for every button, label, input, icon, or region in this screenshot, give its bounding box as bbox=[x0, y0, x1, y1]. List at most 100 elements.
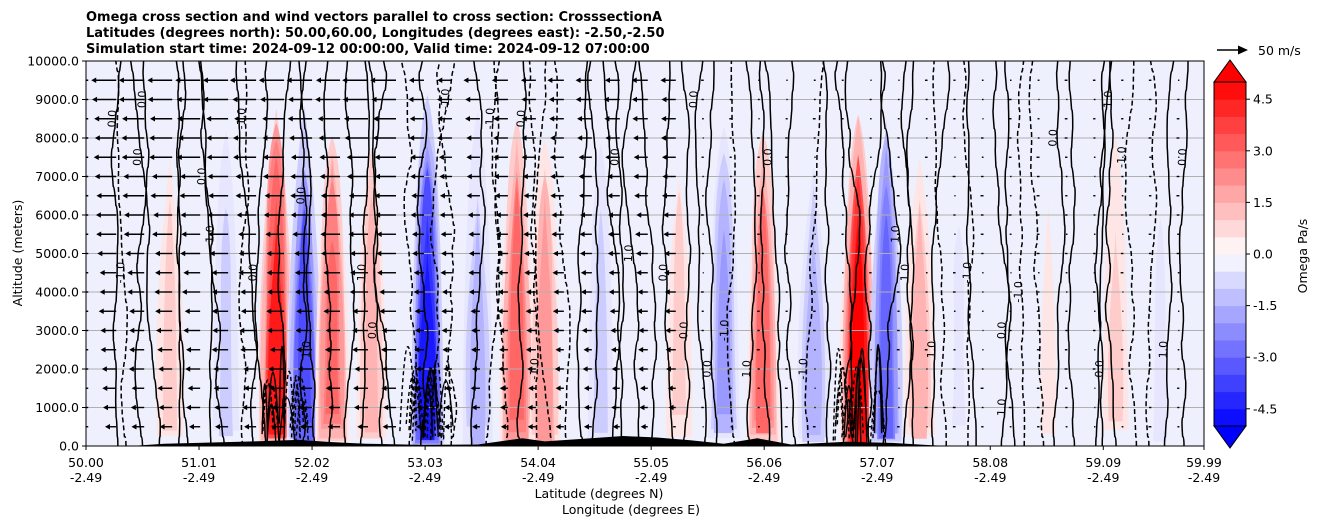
wind-vector-head bbox=[607, 250, 613, 257]
wind-vector-head bbox=[234, 115, 240, 122]
wind-vector-head bbox=[239, 327, 245, 334]
wind-vector-head bbox=[175, 77, 181, 84]
wind-vector-head bbox=[466, 173, 472, 180]
wind-vector-head bbox=[524, 250, 530, 257]
colorbar-tick-label: -4.5 bbox=[1253, 401, 1277, 416]
wind-vector-head bbox=[524, 269, 530, 276]
wind-vector-head bbox=[238, 269, 244, 276]
contour-label: 0.0 bbox=[687, 90, 701, 108]
wind-vector-head bbox=[436, 135, 442, 141]
contour-line bbox=[278, 397, 296, 442]
wind-vector-head bbox=[371, 96, 377, 103]
wind-vector-head bbox=[131, 423, 137, 430]
wind-vector-head bbox=[584, 404, 590, 411]
wind-vector-head bbox=[317, 115, 323, 122]
x-tick-label-lat: 52.02 bbox=[294, 455, 330, 470]
omega-band bbox=[911, 189, 928, 439]
colorbar-segment bbox=[1214, 254, 1246, 272]
wind-vector-head bbox=[240, 289, 246, 295]
colorbar-segment bbox=[1214, 357, 1246, 375]
wind-vector-head bbox=[91, 77, 97, 84]
wind-vector-head bbox=[214, 404, 220, 411]
wind-vector-head bbox=[211, 346, 217, 353]
contour-line bbox=[832, 347, 845, 441]
wind-vector-head bbox=[127, 269, 133, 276]
wind-vector-head bbox=[472, 423, 478, 430]
wind-vector-head bbox=[491, 77, 497, 84]
contour-line bbox=[745, 61, 758, 446]
contour-line bbox=[1095, 61, 1106, 446]
x-tick-label-lon: -2.49 bbox=[409, 470, 441, 485]
y-tick-label: 6000.0 bbox=[35, 208, 79, 223]
contour-label: -1.0 bbox=[1115, 146, 1129, 168]
wind-vector-head bbox=[156, 327, 162, 334]
wind-vector-head bbox=[287, 115, 293, 122]
wind-vector-head bbox=[124, 212, 130, 218]
y-tick-label: 1000.0 bbox=[35, 400, 79, 415]
wind-vector-head bbox=[178, 135, 184, 141]
wind-vector-head bbox=[315, 77, 321, 84]
x-tick-label-lon: -2.49 bbox=[522, 470, 554, 485]
wind-vector-head bbox=[413, 269, 419, 276]
wind-vector-head bbox=[414, 327, 420, 334]
wind-vector-head bbox=[499, 327, 505, 334]
wind-vector-head bbox=[413, 289, 419, 295]
wind-vector-head bbox=[609, 308, 615, 315]
contour-line bbox=[175, 61, 189, 446]
wind-vector-head bbox=[267, 327, 273, 334]
wind-vector-head bbox=[633, 135, 639, 141]
colorbar-segment bbox=[1214, 374, 1246, 393]
contour-line bbox=[278, 345, 286, 424]
wind-vector-head bbox=[665, 327, 671, 334]
wind-vector-head bbox=[70, 270, 75, 276]
wind-vector-head bbox=[346, 173, 352, 180]
contour-line bbox=[869, 389, 887, 444]
wind-vector-head bbox=[372, 135, 378, 141]
contour-label: 0.0 bbox=[1093, 360, 1107, 378]
wind-vector-head bbox=[159, 423, 165, 430]
wind-vector-head bbox=[471, 404, 477, 411]
wind-vector-head bbox=[555, 346, 561, 353]
wind-vector-head bbox=[493, 173, 499, 180]
wind-vector-head bbox=[183, 269, 189, 276]
contour-line bbox=[836, 367, 850, 425]
wind-vector-head bbox=[372, 115, 378, 122]
wind-vector-head bbox=[525, 346, 531, 353]
colorbar-segment bbox=[1214, 150, 1246, 169]
wind-vector-head bbox=[65, 116, 70, 122]
wind-vector-head bbox=[346, 154, 352, 161]
wind-vector-head bbox=[290, 154, 296, 161]
contour-label: -1.0 bbox=[717, 319, 731, 341]
wind-vector-head bbox=[286, 77, 292, 84]
contour-label: 0.0 bbox=[995, 321, 1009, 339]
wind-vector-head bbox=[295, 327, 301, 334]
wind-vector-head bbox=[523, 212, 529, 218]
wind-vector-head bbox=[152, 231, 158, 238]
wind-vector-head bbox=[612, 423, 618, 430]
contour-line bbox=[424, 368, 441, 438]
wind-vector-head bbox=[350, 250, 356, 257]
quiver-key-label: 50 m/s bbox=[1258, 43, 1301, 58]
wind-vector-head bbox=[409, 135, 415, 141]
contour-line bbox=[694, 61, 707, 446]
wind-vector-head bbox=[118, 77, 124, 84]
colorbar-segment bbox=[1214, 340, 1246, 358]
wind-vector-head bbox=[147, 77, 153, 84]
contour-label: 1.0 bbox=[898, 264, 912, 282]
wind-vector-head bbox=[660, 77, 666, 84]
contour-label: 0.0 bbox=[677, 321, 691, 339]
wind-vector-head bbox=[410, 173, 416, 180]
colorbar-extend-min bbox=[1213, 425, 1247, 449]
wind-vector-head bbox=[235, 192, 241, 199]
wind-vector-head bbox=[202, 77, 208, 84]
wind-vector-head bbox=[211, 269, 217, 276]
wind-vector-head bbox=[374, 173, 380, 180]
wind-vector-head bbox=[374, 192, 380, 199]
wind-vector-head bbox=[352, 308, 358, 315]
wind-vector-head bbox=[608, 289, 614, 295]
wind-vector-head bbox=[68, 231, 73, 237]
x-axis-label-longitude: Longitude (degrees E) bbox=[562, 502, 700, 517]
wind-vector-head bbox=[123, 231, 129, 238]
contour-line bbox=[429, 61, 456, 446]
wind-vector-head bbox=[467, 212, 473, 218]
